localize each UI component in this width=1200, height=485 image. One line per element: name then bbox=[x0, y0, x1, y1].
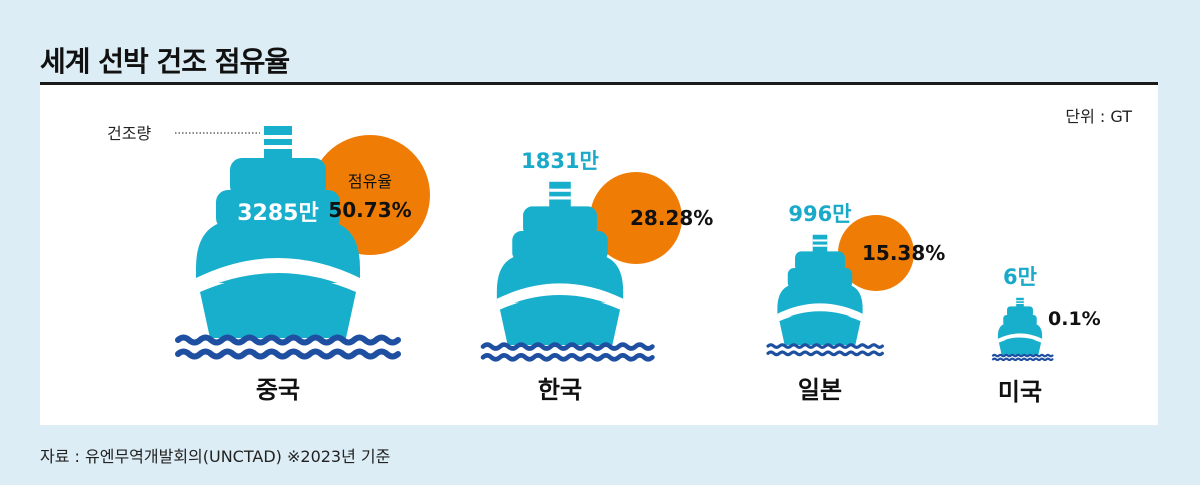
share-value-label: 50.73% bbox=[328, 198, 411, 222]
ship-hull bbox=[200, 275, 356, 338]
ship-deck-line bbox=[196, 258, 360, 292]
funnel-stripe bbox=[1016, 302, 1024, 304]
country-group-2: 996만 15.38% 일본 bbox=[766, 202, 945, 404]
volume-label: 996만 bbox=[788, 202, 851, 226]
wave-line bbox=[480, 353, 655, 362]
volume-label: 1831만 bbox=[521, 149, 599, 173]
wave-line bbox=[766, 343, 884, 349]
wave-line bbox=[991, 357, 1054, 362]
share-circle bbox=[590, 172, 682, 264]
ship-hull bbox=[779, 312, 861, 345]
ship-deck-line bbox=[496, 283, 624, 310]
funnel-stripe bbox=[549, 188, 571, 192]
volume-legend: 건조량 bbox=[107, 124, 260, 143]
share-caption: 점유율 bbox=[348, 172, 392, 191]
funnel-stripe bbox=[549, 196, 571, 200]
share-value-label: 15.38% bbox=[862, 241, 945, 265]
category-label: 일본 bbox=[798, 376, 842, 404]
wave-line bbox=[175, 334, 401, 346]
volume-legend-label: 건조량 bbox=[107, 124, 151, 143]
volume-label: 3285만 bbox=[237, 201, 318, 226]
share-value-label: 28.28% bbox=[630, 206, 713, 230]
wave-line bbox=[766, 350, 884, 357]
ship-upper-deck bbox=[523, 206, 597, 238]
funnel-stripe bbox=[264, 135, 292, 139]
funnel-stripe bbox=[264, 145, 292, 149]
ship-upper-deck bbox=[795, 251, 845, 273]
ship-hull bbox=[499, 296, 621, 345]
category-label: 한국 bbox=[538, 376, 582, 404]
share-value-label: 0.1% bbox=[1048, 308, 1101, 330]
country-group-1: 1831만 28.28% 한국 bbox=[480, 149, 713, 404]
country-group-3: 6만 0.1% 미국 bbox=[991, 265, 1101, 406]
share-circle bbox=[838, 215, 914, 291]
ship-funnel bbox=[549, 181, 571, 208]
ship-funnel bbox=[812, 234, 828, 253]
ship-hull bbox=[998, 337, 1042, 355]
title-rule bbox=[40, 82, 1158, 85]
wave-line bbox=[480, 342, 655, 351]
category-label: 중국 bbox=[256, 376, 300, 404]
wave-line bbox=[991, 353, 1054, 358]
ship-funnel bbox=[264, 126, 292, 160]
funnel-stripe bbox=[812, 239, 828, 242]
ship-upper-deck bbox=[1007, 306, 1033, 318]
funnel-stripe bbox=[1016, 300, 1024, 302]
ship-funnel bbox=[1016, 297, 1024, 307]
page-title: 세계 선박 건조 점유율 bbox=[40, 45, 290, 78]
source-note: 자료 : 유엔무역개발회의(UNCTAD) ※2023년 기준 bbox=[40, 447, 391, 466]
unit-label: 단위 : GT bbox=[1065, 107, 1132, 126]
funnel-stripe bbox=[812, 244, 828, 247]
ship-deck-line bbox=[997, 333, 1043, 343]
wave-line bbox=[175, 348, 401, 360]
ship-deck-line bbox=[777, 303, 863, 322]
volume-label: 6만 bbox=[1003, 265, 1037, 289]
category-label: 미국 bbox=[998, 378, 1042, 406]
ship-upper-deck bbox=[230, 158, 326, 198]
